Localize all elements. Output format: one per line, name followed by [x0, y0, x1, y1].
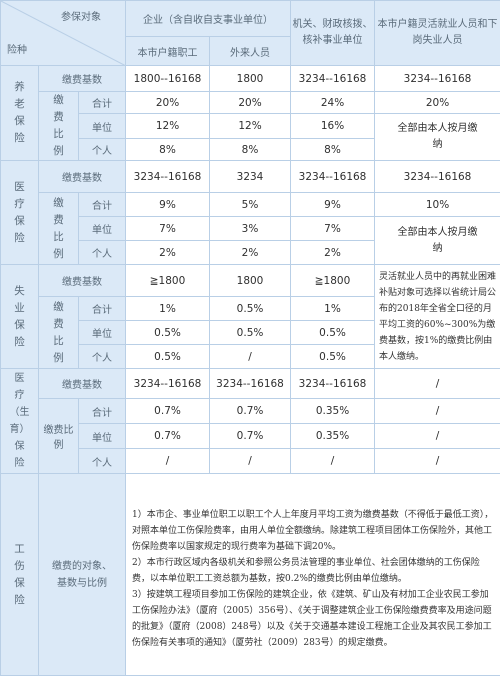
pension-personal-label: 个人	[77, 138, 127, 161]
institutions-header: 机关、财政核拨、核补事业单位	[290, 0, 376, 66]
header-diagonal-line	[1, 1, 125, 65]
medical-total-label: 合计	[77, 192, 127, 217]
pension-base-institutions: 3234--16168	[290, 65, 376, 92]
pension-unit-label: 单位	[77, 113, 127, 139]
medical-unit-institutions: 7%	[290, 216, 376, 241]
unemployment-base-local: ≧1800	[125, 264, 211, 297]
pension-flex-note: 全部由本人按月缴纳	[374, 113, 500, 161]
medical-personal-label: 个人	[77, 240, 127, 265]
pension-total-label: 合计	[77, 91, 127, 114]
medical-unit-label: 单位	[77, 216, 127, 241]
pension-total-flexible: 20%	[374, 91, 500, 114]
unemployment-personal-migrant: /	[209, 344, 292, 369]
pension-base-local: 1800--16168	[125, 65, 211, 92]
injury-label: 工伤保险	[0, 473, 39, 676]
maternity-unit-institutions: 0.35%	[290, 423, 376, 449]
unemployment-unit-migrant: 0.5%	[209, 320, 292, 345]
unemployment-total-migrant: 0.5%	[209, 296, 292, 321]
unemployment-base-migrant: 1800	[209, 264, 292, 297]
social-insurance-table: 参保对象 险种 企业（含自收自支事业单位） 机关、财政核拨、核补事业单位 本市户…	[0, 0, 500, 676]
medical-base-local: 3234--16168	[125, 160, 211, 193]
maternity-personal-institutions: /	[290, 448, 376, 474]
maternity-unit-label: 单位	[77, 423, 127, 449]
maternity-total-flexible: /	[374, 398, 500, 424]
unemployment-label: 失业保险	[0, 264, 39, 369]
maternity-total-label: 合计	[77, 398, 127, 424]
unemployment-flex-note: 灵活就业人员中的再就业困难补贴对象可选择以省统计局公布的2018年全省全口径的月…	[374, 264, 500, 369]
maternity-base-local: 3234--16168	[125, 368, 211, 399]
medical-total-flexible: 10%	[374, 192, 500, 217]
medical-label: 医疗保险	[0, 160, 39, 265]
unemployment-ratio-label: 缴费比例	[38, 296, 79, 369]
maternity-unit-local: 0.7%	[125, 423, 211, 449]
flexible-header: 本市户籍灵活就业人员和下岗失业人员	[374, 0, 500, 66]
maternity-unit-migrant: 0.7%	[209, 423, 292, 449]
pension-unit-institutions: 16%	[290, 113, 376, 139]
pension-total-local: 20%	[125, 91, 211, 114]
pension-base-label: 缴费基数	[37, 65, 127, 92]
pension-unit-local: 12%	[125, 113, 211, 139]
maternity-ratio-label: 缴费比例	[38, 398, 79, 474]
migrant-header: 外来人员	[209, 36, 292, 66]
medical-total-migrant: 5%	[209, 192, 292, 217]
medical-base-institutions: 3234--16168	[290, 160, 376, 193]
pension-label: 养老保险	[0, 65, 39, 161]
unemployment-base-institutions: ≧1800	[290, 264, 376, 297]
maternity-unit-flexible: /	[374, 423, 500, 449]
participants-label: 参保对象	[61, 12, 102, 23]
pension-base-migrant: 1800	[209, 65, 292, 92]
medical-base-flexible: 3234--16168	[374, 160, 500, 193]
local-staff-header: 本市户籍职工	[125, 36, 211, 66]
pension-total-migrant: 20%	[209, 91, 292, 114]
pension-personal-institutions: 8%	[290, 138, 376, 161]
maternity-base-label: 缴费基数	[37, 368, 127, 399]
unemployment-personal-local: 0.5%	[125, 344, 211, 369]
medical-total-institutions: 9%	[290, 192, 376, 217]
insurance-label: 险种	[7, 45, 27, 56]
pension-personal-migrant: 8%	[209, 138, 292, 161]
unemployment-unit-institutions: 0.5%	[290, 320, 376, 345]
pension-total-institutions: 24%	[290, 91, 376, 114]
maternity-label: 医疗（生育）保险	[0, 368, 39, 474]
unemployment-unit-label: 单位	[77, 320, 127, 345]
pension-unit-migrant: 12%	[209, 113, 292, 139]
injury-note-1: 1）本市企、事业单位职工以职工个人上年度月平均工资为缴费基数（不得低于最低工资）…	[132, 509, 494, 552]
pension-base-flexible: 3234--16168	[374, 65, 500, 92]
unemployment-personal-label: 个人	[77, 344, 127, 369]
maternity-personal-migrant: /	[209, 448, 292, 474]
maternity-personal-flexible: /	[374, 448, 500, 474]
maternity-base-flexible: /	[374, 368, 500, 399]
maternity-personal-local: /	[125, 448, 211, 474]
injury-note-2: 2）本市行政区域内各级机关和参照公务员法管理的事业单位、社会团体缴纳的工伤保险费…	[132, 557, 480, 584]
unemployment-personal-institutions: 0.5%	[290, 344, 376, 369]
header-corner-cell: 参保对象 险种	[0, 0, 127, 66]
medical-ratio-label: 缴费比例	[38, 192, 79, 265]
enterprise-header: 企业（含自收自支事业单位）	[125, 0, 292, 37]
medical-personal-institutions: 2%	[290, 240, 376, 265]
pension-ratio-label: 缴费比例	[38, 91, 79, 161]
injury-desc-label: 缴费的对象、基数与比例	[37, 473, 127, 676]
maternity-personal-label: 个人	[77, 448, 127, 474]
medical-unit-local: 7%	[125, 216, 211, 241]
unemployment-total-label: 合计	[77, 296, 127, 321]
maternity-base-migrant: 3234--16168	[209, 368, 292, 399]
pension-personal-local: 8%	[125, 138, 211, 161]
maternity-total-institutions: 0.35%	[290, 398, 376, 424]
maternity-total-migrant: 0.7%	[209, 398, 292, 424]
maternity-base-institutions: 3234--16168	[290, 368, 376, 399]
medical-personal-local: 2%	[125, 240, 211, 265]
medical-total-local: 9%	[125, 192, 211, 217]
injury-notes: 1）本市企、事业单位职工以职工个人上年度月平均工资为缴费基数（不得低于最低工资）…	[125, 473, 500, 676]
medical-base-label: 缴费基数	[37, 160, 127, 193]
medical-flex-note: 全部由本人按月缴纳	[374, 216, 500, 265]
maternity-total-local: 0.7%	[125, 398, 211, 424]
injury-note-3: 3）按建筑工程项目参加工伤保险的建筑企业，依《建筑、矿山及有材加工企业农民工参加…	[132, 589, 492, 648]
unemployment-unit-local: 0.5%	[125, 320, 211, 345]
medical-unit-migrant: 3%	[209, 216, 292, 241]
unemployment-base-label: 缴费基数	[37, 264, 127, 297]
unemployment-total-local: 1%	[125, 296, 211, 321]
medical-personal-migrant: 2%	[209, 240, 292, 265]
unemployment-total-institutions: 1%	[290, 296, 376, 321]
medical-base-migrant: 3234	[209, 160, 292, 193]
